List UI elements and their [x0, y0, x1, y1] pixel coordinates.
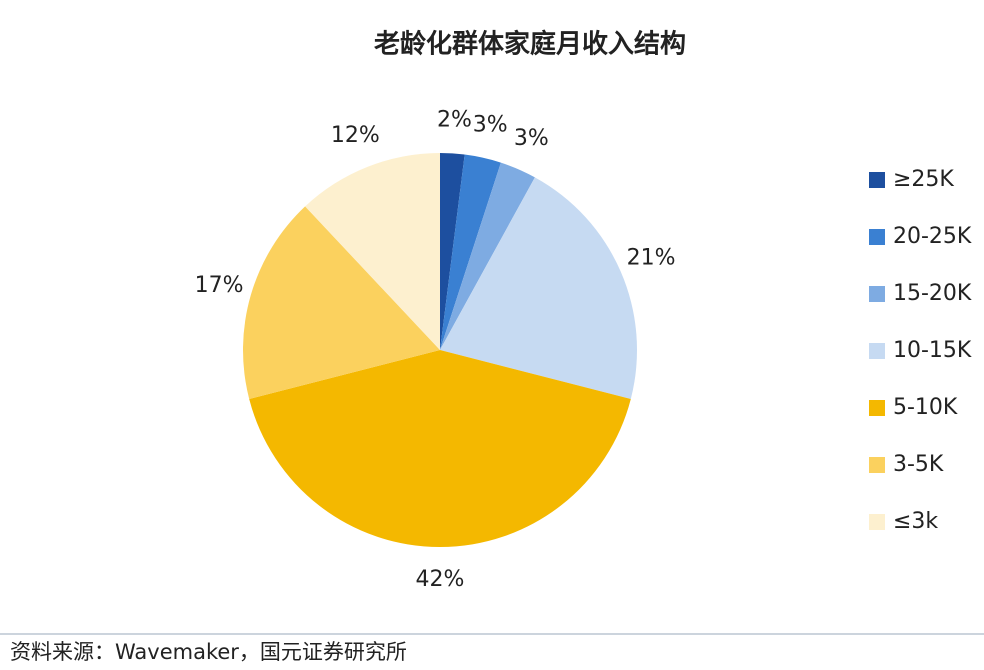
- legend-swatch: [869, 514, 885, 530]
- legend-swatch: [869, 229, 885, 245]
- legend-swatch: [869, 400, 885, 416]
- legend-label: 5-10K: [893, 395, 958, 420]
- pie-slice: [440, 162, 535, 350]
- pie-slice: [249, 350, 631, 547]
- legend-label: ≥25K: [893, 167, 954, 192]
- data-label: 3%: [514, 126, 549, 151]
- data-label: 17%: [195, 273, 244, 298]
- data-label: 2%: [437, 107, 472, 132]
- data-label: 3%: [473, 113, 508, 138]
- legend-label: ≤3k: [893, 509, 938, 534]
- pie-slice: [440, 154, 501, 350]
- pie-slice: [305, 153, 440, 350]
- legend-label: 10-15K: [893, 338, 972, 363]
- legend-swatch: [869, 172, 885, 188]
- legend-label: 20-25K: [893, 224, 972, 249]
- data-label: 42%: [416, 567, 465, 592]
- legend-swatch: [869, 343, 885, 359]
- data-label: 12%: [331, 123, 380, 148]
- pie-slice: [440, 153, 465, 350]
- legend-swatch: [869, 286, 885, 302]
- source: 资料来源：Wavemaker，国元证券研究所: [10, 640, 407, 664]
- legend-swatch: [869, 457, 885, 473]
- legend-label: 3-5K: [893, 452, 944, 477]
- pie-slice: [243, 206, 440, 399]
- legend-label: 15-20K: [893, 281, 972, 306]
- pie-slice: [440, 177, 637, 399]
- chart-title: 老龄化群体家庭月收入结构: [374, 29, 686, 60]
- data-label: 21%: [627, 246, 676, 271]
